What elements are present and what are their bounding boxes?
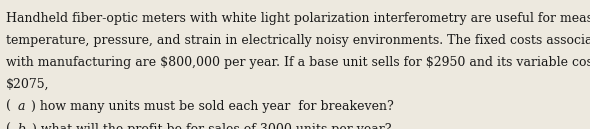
Text: temperature, pressure, and strain in electrically noisy environments. The fixed : temperature, pressure, and strain in ele… bbox=[6, 34, 590, 47]
Text: \$2075,: \$2075, bbox=[6, 78, 50, 91]
Text: with manufacturing are \$800,000 per year. If a base unit sells for \$2950 and i: with manufacturing are \$800,000 per yea… bbox=[6, 56, 590, 69]
Text: (: ( bbox=[6, 123, 15, 129]
Text: ) what will the profit be for sales of 3000 units per year?: ) what will the profit be for sales of 3… bbox=[28, 123, 391, 129]
Text: b: b bbox=[18, 123, 25, 129]
Text: Handheld fiber-optic meters with white light polarization interferometry are use: Handheld fiber-optic meters with white l… bbox=[6, 12, 590, 25]
Text: (: ( bbox=[6, 100, 15, 113]
Text: a: a bbox=[18, 100, 25, 113]
Text: ) how many units must be sold each year  for breakeven?: ) how many units must be sold each year … bbox=[27, 100, 394, 113]
